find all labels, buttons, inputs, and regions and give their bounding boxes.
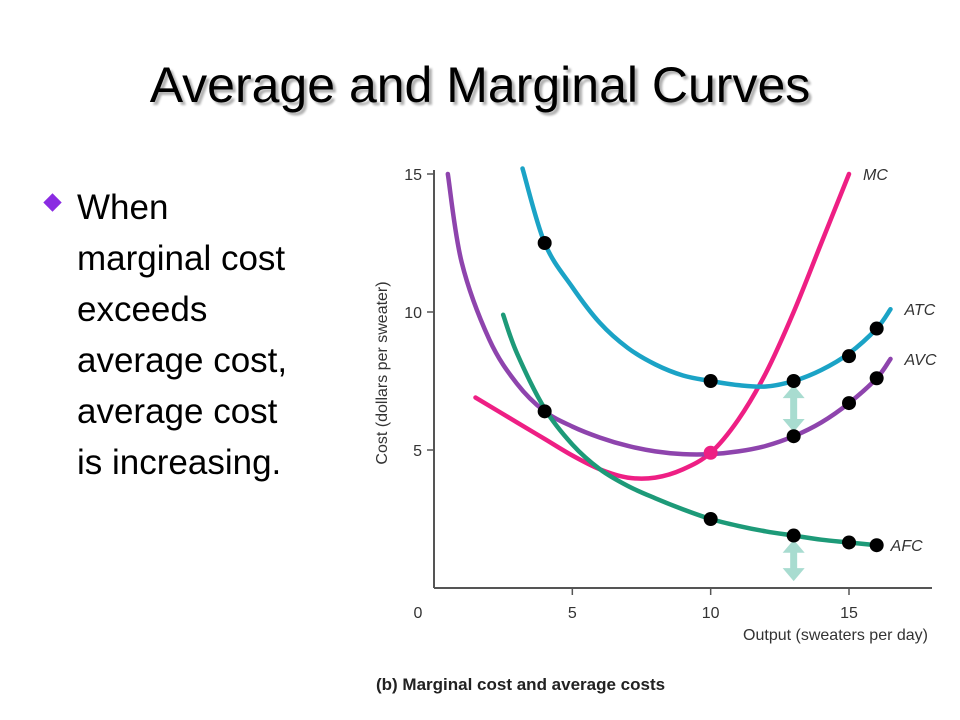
curve-label-mc: MC: [863, 167, 888, 184]
data-point-marker: [703, 374, 718, 388]
x-tick-label: 0: [414, 605, 423, 622]
y-axis-title: Cost (dollars per sweater): [374, 281, 391, 464]
x-tick-label: 5: [568, 605, 577, 622]
data-point-marker: [842, 349, 856, 364]
curve-mc: [473, 171, 852, 481]
cost-curves: [445, 166, 893, 548]
cost-curves-chart: 0 5 10 15 5 10 15 MC ATC AVC AFC Output (sweaters…: [374, 166, 937, 694]
gap-arrow-head-down: [782, 568, 805, 582]
bullet-text: When marginal cost exceeds average cost,…: [77, 188, 288, 482]
x-tick-label: 15: [840, 605, 858, 622]
diamond-bullet-icon: [43, 193, 62, 212]
data-point-marker: [537, 404, 552, 419]
data-point-marker: [786, 528, 801, 543]
data-point-marker: [869, 321, 884, 336]
curve-avc: [445, 171, 893, 457]
curve-label-afc: AFC: [890, 538, 923, 555]
data-point-marker: [786, 429, 801, 444]
axes: [433, 170, 932, 589]
slide-title: Average and Marginal Curves: [149, 57, 811, 113]
y-tick-label: 10: [404, 305, 422, 322]
data-point-marker: [537, 236, 552, 250]
y-tick-label: 5: [413, 443, 422, 460]
gap-arrow: [782, 539, 805, 582]
data-point-marker: [786, 374, 801, 388]
y-tick-label: 15: [404, 167, 422, 184]
x-tick-label: 10: [702, 605, 720, 622]
curve-afc: [500, 312, 879, 548]
data-point-marker: [703, 512, 718, 526]
curve-label-atc: ATC: [904, 302, 936, 319]
mc-avc-intersection-marker: [703, 445, 718, 460]
gap-arrows: [782, 385, 805, 582]
curve-atc: [520, 166, 893, 389]
gap-arrow: [782, 385, 805, 433]
x-axis-title: Output (sweaters per day): [743, 627, 928, 644]
gap-arrow-head-down: [782, 419, 805, 433]
tick-marks: 0 5 10 15 5 10 15: [404, 167, 858, 622]
curve-label-avc: AVC: [904, 352, 937, 369]
curve-labels: MC ATC AVC AFC: [863, 167, 937, 555]
gap-arrow-head-up: [782, 385, 805, 399]
data-point-marker: [842, 535, 856, 550]
data-point-marker: [842, 396, 856, 411]
chart-caption: (b) Marginal cost and average costs: [376, 675, 665, 694]
data-point-marker: [869, 538, 884, 553]
gap-arrow-head-up: [782, 539, 805, 553]
data-markers: [537, 236, 884, 553]
data-point-marker: [869, 371, 884, 386]
